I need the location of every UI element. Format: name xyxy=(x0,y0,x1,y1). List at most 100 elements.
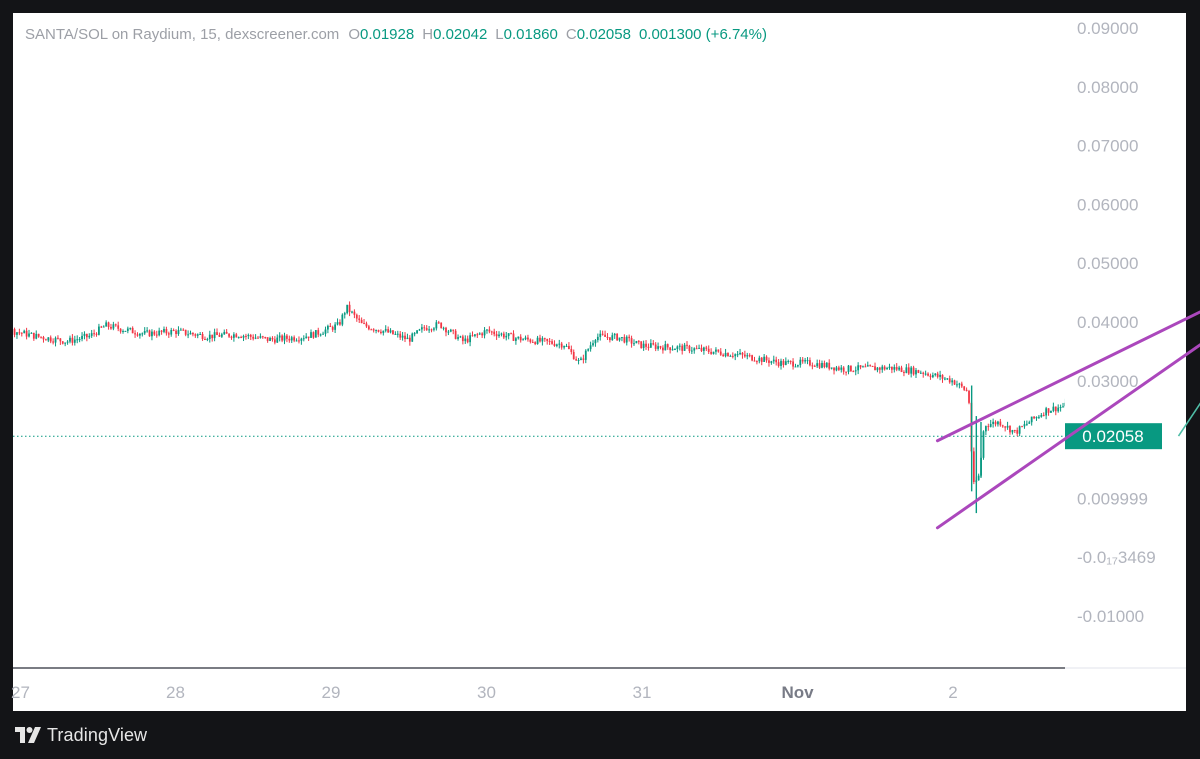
candle-body xyxy=(741,352,744,355)
candle-body xyxy=(261,336,264,338)
candle-body xyxy=(514,338,517,341)
candle-body xyxy=(498,334,500,337)
candle-body xyxy=(500,333,503,335)
candle-body xyxy=(122,330,124,332)
candle-body xyxy=(163,329,165,332)
candle-body xyxy=(628,336,631,339)
candle-body xyxy=(1091,400,1093,403)
candle-body xyxy=(220,334,223,337)
candle-body xyxy=(743,354,746,357)
candle-body xyxy=(351,311,353,313)
candle-body xyxy=(972,451,975,482)
candle-body xyxy=(408,337,411,342)
candle-body xyxy=(825,362,828,368)
price-chart[interactable]: 0.09000 0.08000 0.07000 0.06000 0.05000 0.040… xyxy=(0,0,1200,711)
candle-body xyxy=(833,367,835,371)
candle-body xyxy=(625,336,628,343)
candle-body xyxy=(110,326,112,329)
candle-body xyxy=(483,330,486,336)
candle-body xyxy=(772,359,775,362)
candle-body xyxy=(1001,425,1004,427)
candle-body xyxy=(334,324,337,330)
candle-body xyxy=(298,340,300,342)
candle-body xyxy=(322,333,324,335)
candle-body xyxy=(601,333,604,335)
candle-body xyxy=(493,331,496,335)
candle-body xyxy=(854,370,857,372)
candle-body xyxy=(1175,441,1177,443)
candle-body xyxy=(346,304,349,314)
candle-body xyxy=(816,363,819,367)
candle-body xyxy=(102,326,105,328)
footer: TradingView xyxy=(0,711,1200,759)
candle-body xyxy=(736,354,739,356)
candle-body xyxy=(343,313,346,315)
candle-body xyxy=(100,326,103,328)
candle-body xyxy=(124,330,127,332)
candle-body xyxy=(780,360,782,366)
candle-body xyxy=(290,337,293,341)
channel-lower-line[interactable] xyxy=(935,322,1200,530)
chart-frame: SANTA/SOL on Raydium, 15, dexscreener.co… xyxy=(13,13,1186,711)
candle-body xyxy=(1050,410,1052,413)
candle-body xyxy=(565,345,568,347)
candle-body xyxy=(912,367,915,375)
candle-body xyxy=(1023,424,1026,427)
candle-body xyxy=(929,375,932,378)
candle-body xyxy=(524,337,527,340)
candle-body xyxy=(775,359,778,363)
candle-body xyxy=(1062,406,1064,408)
channel-upper-line[interactable] xyxy=(935,307,1200,443)
candle-body xyxy=(1064,402,1065,407)
candle-body xyxy=(184,329,187,335)
candle-body xyxy=(134,333,136,335)
candle-body xyxy=(543,338,546,340)
candle-body xyxy=(471,335,474,337)
candle-body xyxy=(862,366,864,368)
candle-body xyxy=(367,326,370,330)
candle-body xyxy=(1163,450,1165,453)
candle-body xyxy=(592,343,594,346)
candle-body xyxy=(16,332,18,335)
candle-body xyxy=(1016,430,1019,434)
candle-body xyxy=(314,330,317,338)
candle-body xyxy=(363,323,365,325)
candle-body xyxy=(288,338,291,341)
candle-body xyxy=(789,361,792,363)
tradingview-logo[interactable]: TradingView xyxy=(15,725,147,746)
candle-body xyxy=(433,328,435,330)
candle-body xyxy=(269,337,271,341)
candle-body xyxy=(375,329,377,331)
candle-body xyxy=(712,351,715,354)
candle-body xyxy=(442,327,445,329)
candle-body xyxy=(922,372,925,374)
candle-body xyxy=(105,322,108,327)
candle-body xyxy=(158,330,161,336)
candle-body xyxy=(910,367,913,374)
candle-body xyxy=(874,366,876,371)
candle-body xyxy=(647,346,650,348)
candle-body xyxy=(464,338,467,342)
projection-path[interactable] xyxy=(1177,126,1200,437)
candle-body xyxy=(895,367,898,370)
candle-body xyxy=(758,357,761,362)
candle-body xyxy=(107,322,110,327)
candle-body xyxy=(90,333,93,336)
tradingview-brand: TradingView xyxy=(47,724,148,745)
candle-body xyxy=(54,337,57,343)
candle-body xyxy=(719,351,722,355)
candle-body xyxy=(989,424,992,427)
candle-body xyxy=(257,337,259,339)
candle-body xyxy=(151,331,153,337)
candle-body xyxy=(722,354,725,357)
candle-body xyxy=(1040,414,1043,417)
candle-body xyxy=(336,322,339,325)
candle-body xyxy=(606,336,609,338)
candle-body xyxy=(888,366,891,369)
candle-body xyxy=(196,334,199,336)
candle-body xyxy=(324,329,327,334)
candle-body xyxy=(114,324,117,326)
candle-body xyxy=(78,339,81,341)
candle-body xyxy=(777,362,780,366)
candle-body xyxy=(319,334,322,336)
